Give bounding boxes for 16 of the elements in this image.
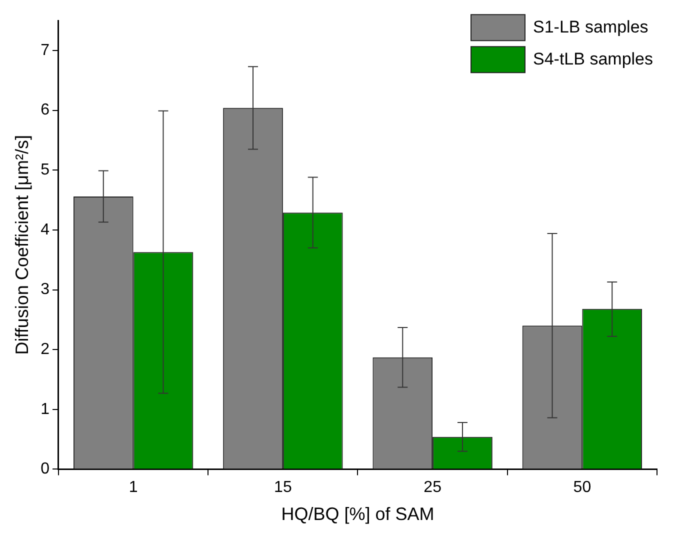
legend-label: S4-tLB samples: [533, 49, 654, 68]
y-tick-label: 5: [40, 162, 50, 179]
x-tick-label: 25: [424, 479, 442, 496]
y-axis-title: Diffusion Coefficient [μm²/s]: [12, 135, 32, 355]
x-tick-label: 15: [274, 479, 292, 496]
legend-label: S1-LB samples: [533, 17, 648, 36]
x-axis-title: HQ/BQ [%] of SAM: [281, 504, 434, 524]
x-tick-label: 50: [573, 479, 592, 496]
x-tick-label: 1: [128, 479, 138, 496]
y-tick-label: 2: [40, 340, 50, 358]
y-tick-label: 3: [40, 281, 50, 298]
y-tick-label: 1: [40, 400, 50, 418]
y-tick-label: 7: [40, 42, 50, 59]
y-tick-label: 0: [40, 460, 50, 478]
y-tick-label: 4: [40, 221, 50, 238]
y-tick-label: 6: [40, 102, 50, 119]
